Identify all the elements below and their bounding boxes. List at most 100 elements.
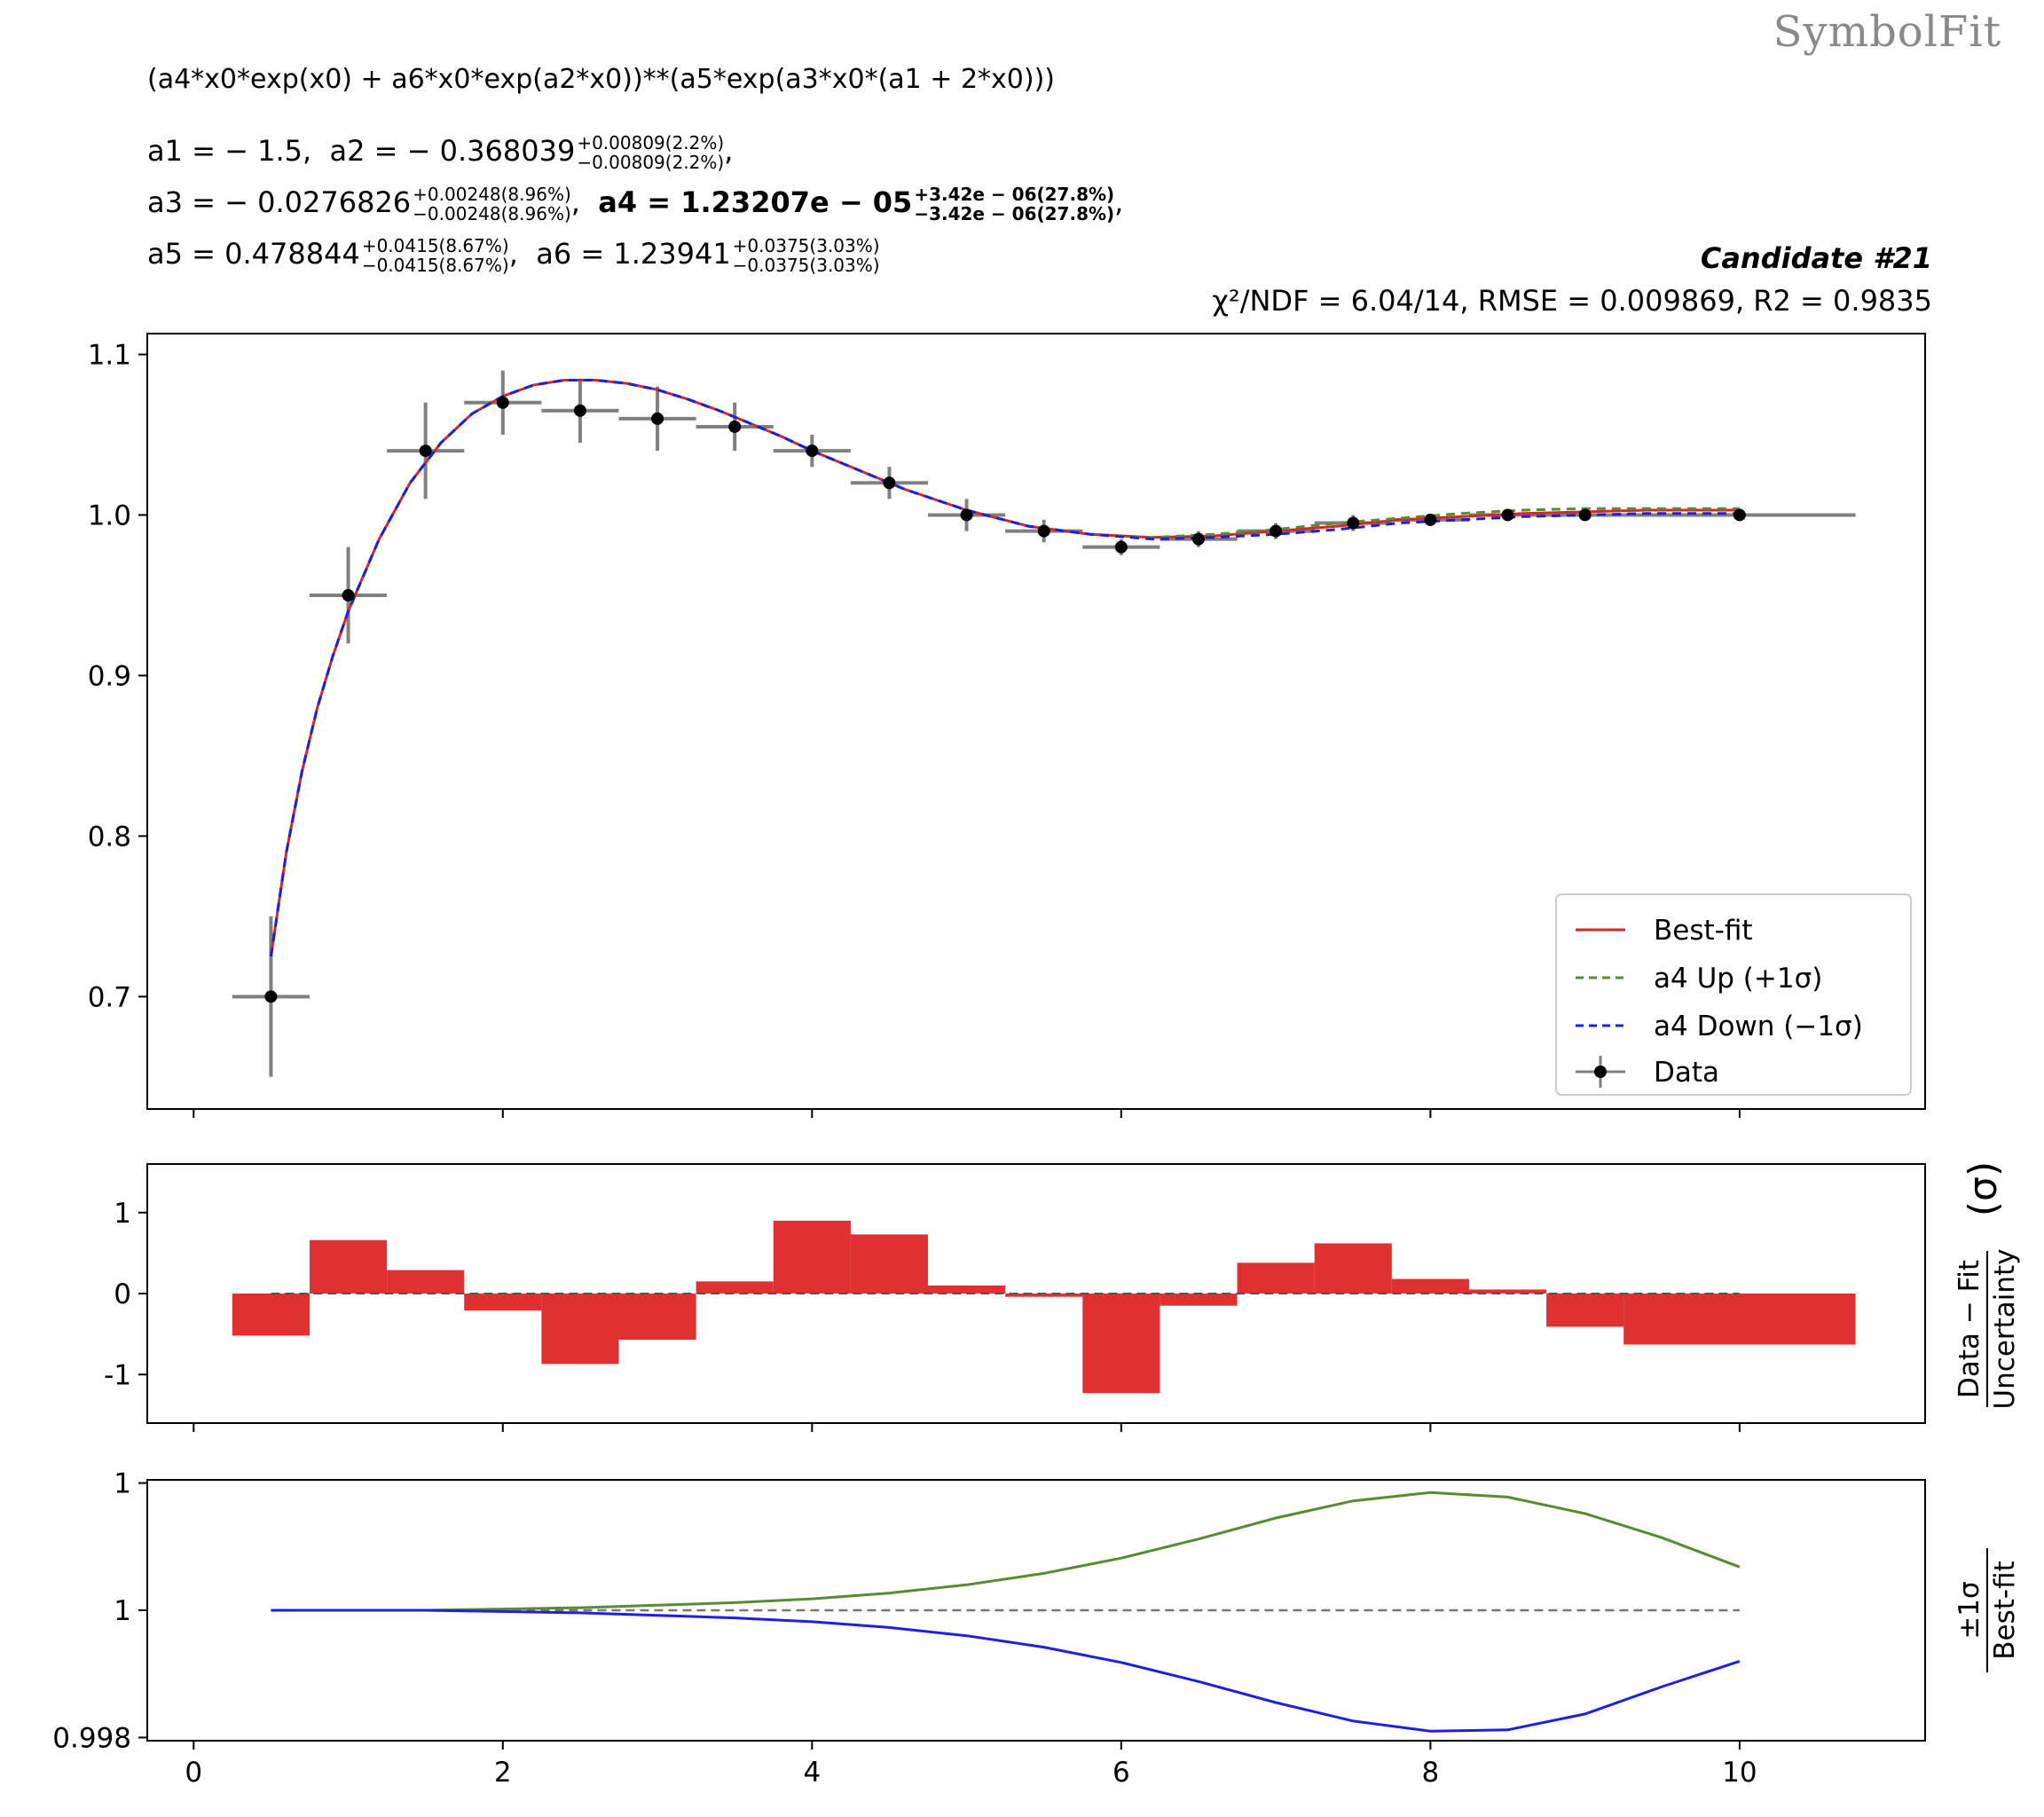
data-point (883, 476, 896, 490)
param-a5-down: −0.0415(8.67%) (361, 255, 509, 276)
data-point (728, 420, 742, 433)
params-line-3: a5 = 0.478844 +0.0415(8.67%) −0.0415(8.67%… (147, 235, 880, 276)
ratio-xtick-label: 10 (1722, 1757, 1757, 1789)
params-line-1: a1 = − 1.5, a2 = − 0.368039 +0.00809(2.2%… (147, 132, 734, 173)
residual-bar (696, 1281, 774, 1294)
param-a3: a3 = − 0.0276826 (147, 185, 412, 219)
data-point (342, 588, 355, 602)
legend-label: Data (1654, 1057, 1719, 1089)
legend-label: a4 Up (+1σ) (1654, 963, 1822, 995)
main-ytick-label: 0.8 (88, 821, 131, 853)
main-panel: 0.7 0.8 0.9 1.0 1.1 Best-fit a4 Up (+1σ) a4 Dow… (88, 333, 1926, 1118)
ratio-panel: 0 2 4 6 8 10 1 1 0.998 ±1σ Best-fit (52, 1468, 2021, 1789)
data-point (1578, 508, 1592, 522)
data-point (960, 508, 973, 522)
ratio-xtick-label: 4 (803, 1757, 821, 1789)
data-point (1424, 513, 1437, 526)
residual-ylabel: Data − Fit Uncertainty (σ) (1954, 1161, 2021, 1410)
ratio-ylabel-num: ±1σ (1954, 1581, 1985, 1639)
fit-stats: χ²/NDF = 6.04/14, RMSE = 0.009869, R2 = … (1212, 284, 1932, 318)
watermark: SymbolFit (1773, 7, 2001, 57)
ratio-xtick-label: 2 (494, 1757, 512, 1789)
legend-swatch-data (1594, 1066, 1607, 1078)
residual-bar (1391, 1278, 1469, 1294)
residual-bar (850, 1234, 929, 1294)
param-a6: a6 = 1.23941 (536, 237, 731, 271)
residual-bar (1237, 1262, 1315, 1294)
data-point (806, 444, 819, 458)
ratio-xtick-label: 0 (185, 1757, 202, 1789)
param-a6-down: −0.0375(3.03%) (732, 255, 880, 276)
ratio-ytick-label: 0.998 (52, 1722, 131, 1754)
param-a4-down: −3.42e − 06(27.8%) (914, 203, 1115, 224)
param-a6-up: +0.0375(3.03%) (732, 235, 880, 256)
data-point (1270, 524, 1283, 538)
data-point (1501, 508, 1514, 522)
fit-formula: (a4*x0*exp(x0) + a6*x0*exp(a2*x0))**(a5*… (147, 64, 1056, 95)
residual-bar (618, 1294, 696, 1341)
residual-bar (928, 1285, 1006, 1294)
residual-bar (773, 1220, 851, 1294)
param-a2: a2 = − 0.368039 (329, 134, 576, 168)
res-ytick-label: -1 (104, 1359, 131, 1391)
param-a1: a1 = − 1.5, (147, 134, 312, 168)
param-a2-down: −0.00809(2.2%) (577, 152, 725, 173)
data-point (1347, 516, 1360, 530)
data-point (1733, 508, 1746, 522)
legend-label: a4 Down (−1σ) (1654, 1011, 1863, 1042)
residual-ylabel-den: Uncertainty (1989, 1248, 2021, 1409)
up-line (269, 379, 1740, 957)
param-a5: a5 = 0.478844 (147, 237, 360, 271)
main-ytick-label: 1.0 (88, 499, 131, 531)
data-point (496, 396, 509, 409)
ratio-ytick-label: 1 (114, 1595, 131, 1627)
param-a4-up: +3.42e − 06(27.8%) (914, 184, 1115, 205)
data-point (1191, 532, 1205, 546)
data-point (1114, 540, 1128, 554)
param-a4: a4 = 1.23207e − 05 (598, 185, 913, 219)
data-point (651, 412, 664, 425)
residual-panel: 1 0 -1 Data − Fit Uncertainty (σ) (104, 1161, 2021, 1432)
ratio-down-line (271, 1609, 1741, 1733)
param-a2-up: +0.00809(2.2%) (577, 132, 725, 153)
legend-label: Best-fit (1654, 915, 1753, 947)
residual-bar (232, 1294, 310, 1336)
residual-bar (1314, 1243, 1392, 1294)
residual-ylabel-unit: (σ) (1961, 1161, 2006, 1216)
residual-bar (309, 1239, 388, 1294)
params-line-2: a3 = − 0.0276826 +0.00248(8.96%) −0.00248(… (147, 184, 1124, 224)
ratio-ylabel: ±1σ Best-fit (1954, 1548, 2021, 1672)
ratio-ylabel-den: Best-fit (1989, 1561, 2021, 1660)
legend-box (1555, 893, 1912, 1096)
param-a3-up: +0.00248(8.96%) (413, 184, 571, 205)
data-point (264, 990, 278, 1003)
candidate-label: Candidate #21 (1700, 241, 1932, 275)
residual-bar (1546, 1294, 1624, 1327)
main-ytick-label: 0.7 (88, 981, 131, 1013)
ratio-ytick-label: 1 (114, 1468, 131, 1500)
residual-bar (464, 1294, 542, 1311)
main-ytick-label: 0.9 (88, 660, 131, 692)
res-ytick-label: 0 (114, 1278, 131, 1310)
residual-bar (541, 1294, 619, 1365)
bestfit-line (269, 379, 1740, 957)
data-point (419, 444, 432, 458)
ratio-up-line (271, 1491, 1741, 1612)
residual-bar (1005, 1294, 1083, 1297)
ratio-xtick-label: 8 (1421, 1757, 1439, 1789)
down-line (269, 379, 1740, 957)
residual-bar (1160, 1294, 1238, 1306)
main-frame (146, 333, 1926, 1110)
ratio-xtick-label: 6 (1112, 1757, 1130, 1789)
main-ytick-label: 1.1 (88, 340, 131, 372)
param-a3-down: −0.00248(8.96%) (413, 203, 571, 224)
residual-bar (1082, 1294, 1160, 1394)
residual-bar (1623, 1294, 1856, 1345)
data-point (1037, 524, 1050, 538)
res-ytick-label: 1 (114, 1198, 131, 1230)
param-a5-up: +0.0415(8.67%) (361, 235, 509, 256)
data-point (573, 404, 586, 417)
residual-bar (1468, 1289, 1547, 1294)
residual-ylabel-num: Data − Fit (1954, 1260, 1985, 1398)
